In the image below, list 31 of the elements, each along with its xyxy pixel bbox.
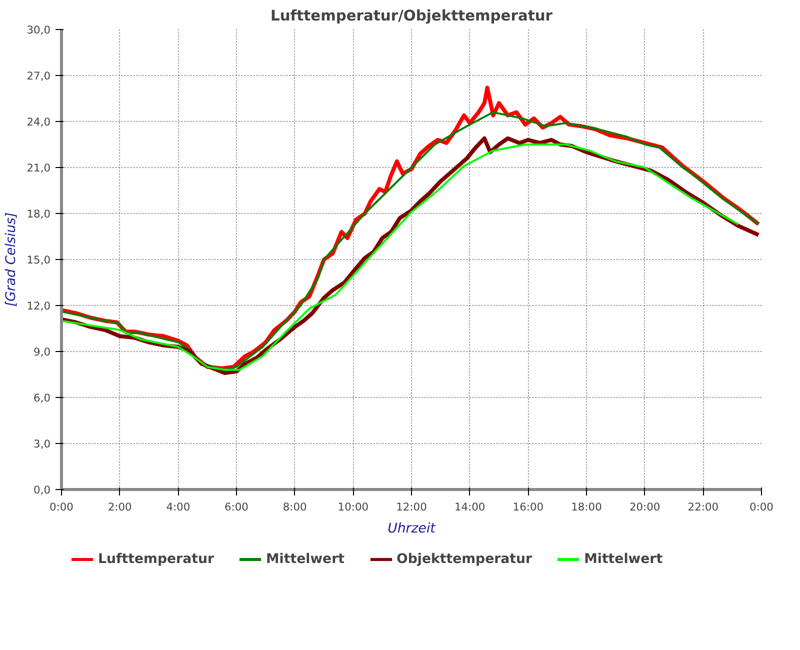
x-tick-label: 18:00 xyxy=(571,500,602,514)
x-tick-label: 0:00 xyxy=(50,500,74,514)
x-tick-label: 2:00 xyxy=(108,500,132,514)
x-tick-label: 14:00 xyxy=(454,500,486,514)
x-tick-label: 8:00 xyxy=(282,500,308,514)
legend-label: Lufttemperatur xyxy=(98,552,214,566)
y-tick-label: 24,0 xyxy=(26,116,51,128)
y-tick-label: 27,0 xyxy=(26,70,51,82)
y-tick-label: 6,0 xyxy=(34,392,51,404)
y-tick-label: 15,0 xyxy=(26,254,51,266)
x-tick-label: 6:00 xyxy=(224,500,249,514)
x-tick-label: 10:00 xyxy=(338,500,369,514)
y-tick-label: 0,0 xyxy=(34,484,51,496)
y-axis-title: [Grad Celsius] xyxy=(4,212,19,307)
y-tick-label: 21,0 xyxy=(26,162,51,174)
chart-title: Lufttemperatur/Objekttemperatur xyxy=(270,8,554,24)
legend-label: Mittelwert xyxy=(266,552,345,566)
x-tick-label: 20:00 xyxy=(629,500,660,514)
y-tick-label: 18,0 xyxy=(26,208,51,220)
y-tick-label: 12,0 xyxy=(26,300,51,312)
legend-label: Mittelwert xyxy=(584,552,663,566)
x-tick-label: 16:00 xyxy=(512,500,544,514)
y-tick-label: 30,0 xyxy=(26,24,51,36)
x-axis-title: Uhrzeit xyxy=(388,522,436,536)
x-tick-label: 12:00 xyxy=(396,500,428,514)
legend-label: Objekttemperatur xyxy=(396,552,532,566)
y-tick-label: 3,0 xyxy=(34,438,51,450)
x-tick-label: 22:00 xyxy=(688,500,719,514)
x-tick-label: 4:00 xyxy=(166,500,190,514)
x-tick-label: 0:00 xyxy=(750,500,774,514)
y-tick-label: 9,0 xyxy=(34,346,51,358)
